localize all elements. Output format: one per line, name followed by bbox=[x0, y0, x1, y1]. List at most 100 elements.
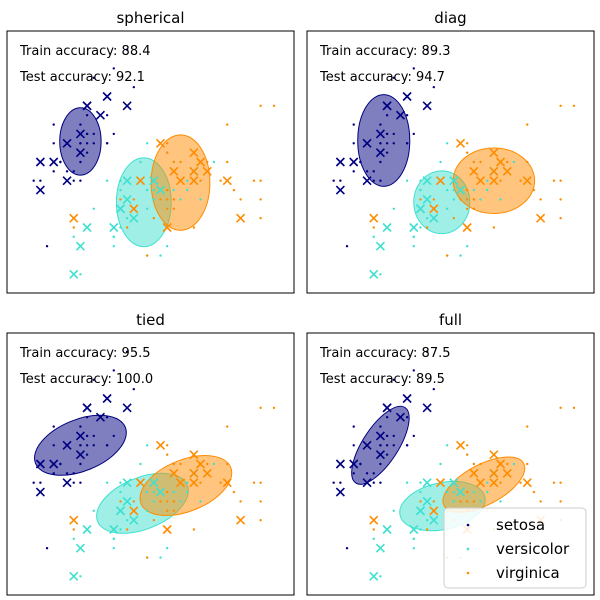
train-point-versicolor bbox=[72, 235, 75, 239]
test-point-versicolor bbox=[155, 185, 166, 195]
test-point-versicolor bbox=[415, 506, 426, 516]
train-point-setosa bbox=[85, 444, 89, 447]
test-point-virginica bbox=[489, 176, 499, 186]
train-point-setosa bbox=[432, 387, 436, 391]
test-point-versicolor bbox=[122, 176, 132, 186]
train-point-setosa bbox=[339, 179, 342, 182]
train-point-setosa bbox=[425, 48, 429, 51]
train-point-setosa bbox=[125, 350, 129, 353]
train-point-versicolor bbox=[105, 179, 109, 182]
train-point-versicolor bbox=[412, 235, 415, 239]
train-point-versicolor bbox=[419, 528, 422, 531]
train-point-setosa bbox=[105, 142, 109, 145]
train-point-versicolor bbox=[145, 509, 149, 512]
train-point-virginica bbox=[226, 160, 229, 164]
test-point-virginica bbox=[175, 478, 186, 488]
train-point-versicolor bbox=[119, 490, 122, 494]
test-point-virginica bbox=[195, 459, 206, 469]
test-point-setosa bbox=[122, 403, 132, 413]
train-point-setosa bbox=[352, 444, 355, 447]
test-point-virginica bbox=[475, 176, 486, 186]
test-point-virginica bbox=[469, 166, 479, 176]
train-point-setosa bbox=[79, 123, 82, 126]
test-point-setosa bbox=[102, 393, 112, 404]
train-point-setosa bbox=[385, 416, 389, 419]
train-point-versicolor bbox=[486, 179, 489, 182]
train-point-setosa bbox=[379, 123, 382, 126]
train-point-versicolor bbox=[479, 198, 482, 201]
test-point-virginica bbox=[369, 213, 379, 223]
train-point-setosa bbox=[112, 67, 115, 70]
test-point-virginica bbox=[475, 478, 486, 488]
test-point-setosa bbox=[102, 91, 112, 102]
train-point-setosa bbox=[39, 179, 42, 182]
train-point-versicolor bbox=[405, 179, 409, 182]
train-point-virginica bbox=[239, 500, 242, 503]
train-point-virginica bbox=[239, 198, 242, 201]
test-point-setosa bbox=[402, 91, 412, 102]
test-point-setosa bbox=[375, 431, 385, 441]
panel-diag: diag Train accuracy: 89.3 Test accuracy: 9… bbox=[306, 9, 595, 294]
train-point-setosa bbox=[32, 179, 35, 182]
test-point-versicolor bbox=[455, 487, 466, 497]
test-point-virginica bbox=[522, 478, 532, 488]
test-point-setosa bbox=[335, 487, 345, 497]
test-point-versicolor bbox=[82, 222, 92, 233]
train-point-setosa bbox=[352, 142, 355, 145]
train-point-virginica bbox=[472, 160, 476, 164]
train-point-setosa bbox=[372, 481, 375, 484]
test-point-versicolor bbox=[382, 524, 392, 535]
train-point-virginica bbox=[165, 444, 169, 447]
train-point-virginica bbox=[152, 518, 156, 522]
test-point-setosa bbox=[35, 459, 45, 469]
train-point-setosa bbox=[79, 142, 82, 145]
train-point-setosa bbox=[345, 245, 349, 248]
train-point-versicolor bbox=[159, 254, 162, 257]
train-point-setosa bbox=[352, 472, 355, 475]
train-point-setosa bbox=[405, 416, 409, 419]
train-point-virginica bbox=[165, 188, 169, 192]
train-point-versicolor bbox=[165, 547, 169, 550]
train-point-virginica bbox=[432, 198, 436, 201]
test-point-setosa bbox=[95, 412, 106, 422]
train-point-virginica bbox=[192, 528, 196, 531]
legend-marker-versicolor bbox=[466, 547, 470, 551]
train-point-setosa bbox=[112, 369, 115, 372]
train-point-versicolor bbox=[499, 500, 502, 503]
train-point-virginica bbox=[165, 500, 169, 503]
train-point-virginica bbox=[499, 179, 502, 182]
test-point-virginica bbox=[489, 166, 499, 176]
train-point-virginica bbox=[472, 198, 476, 201]
test-point-versicolor bbox=[382, 222, 392, 233]
train-point-setosa bbox=[385, 114, 389, 117]
test-point-virginica bbox=[502, 468, 512, 478]
train-point-versicolor bbox=[405, 481, 409, 484]
train-point-virginica bbox=[172, 207, 176, 210]
train-point-virginica bbox=[425, 226, 429, 229]
test-point-virginica bbox=[155, 440, 166, 450]
test-point-versicolor bbox=[409, 524, 419, 535]
test-point-virginica bbox=[536, 213, 546, 223]
train-point-virginica bbox=[199, 179, 202, 182]
train-point-setosa bbox=[85, 453, 89, 456]
train-point-setosa bbox=[412, 369, 415, 372]
train-point-setosa bbox=[105, 444, 109, 447]
train-point-setosa bbox=[72, 472, 75, 475]
panel-plot-area bbox=[32, 350, 276, 581]
train-point-virginica bbox=[526, 160, 529, 164]
test-point-versicolor bbox=[415, 204, 426, 214]
train-point-virginica bbox=[259, 104, 262, 108]
train-point-setosa bbox=[392, 434, 395, 438]
train-point-versicolor bbox=[445, 490, 449, 494]
train-point-setosa bbox=[405, 444, 409, 447]
test-point-setosa bbox=[395, 412, 406, 422]
test-point-versicolor bbox=[109, 222, 119, 233]
train-point-versicolor bbox=[212, 462, 216, 466]
train-point-versicolor bbox=[379, 575, 382, 578]
test-point-setosa bbox=[349, 459, 359, 469]
train-point-versicolor bbox=[419, 226, 422, 229]
test-point-versicolor bbox=[82, 524, 92, 535]
train-point-setosa bbox=[365, 472, 369, 475]
train-point-setosa bbox=[372, 472, 375, 475]
test-point-virginica bbox=[162, 524, 172, 535]
